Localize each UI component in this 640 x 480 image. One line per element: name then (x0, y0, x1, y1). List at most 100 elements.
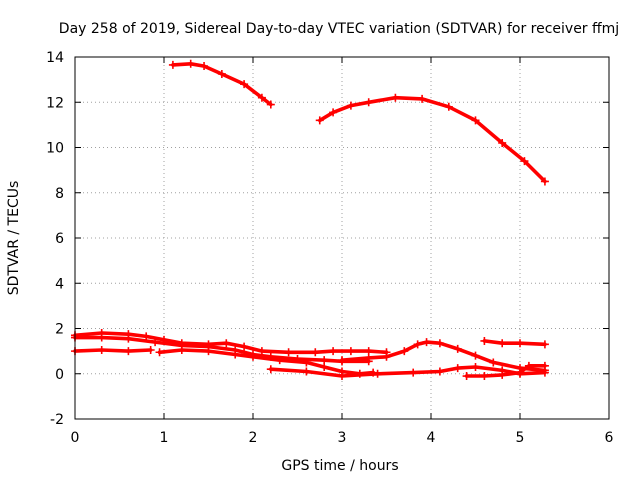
data-point (311, 348, 320, 357)
data-point (177, 345, 186, 354)
x-tick-label: 0 (71, 430, 80, 446)
data-point (240, 80, 249, 89)
data-point (97, 345, 106, 354)
x-tick-label: 4 (427, 430, 436, 446)
data-point (422, 338, 431, 347)
series-line (482, 339, 547, 347)
data-point (151, 338, 160, 347)
data-point (489, 358, 498, 367)
data-point (364, 353, 373, 362)
series-line (340, 340, 547, 373)
data-point (329, 108, 338, 117)
data-point (498, 339, 507, 348)
x-tick-label: 1 (160, 430, 169, 446)
data-point (520, 157, 529, 166)
y-tick-label: 6 (55, 231, 64, 247)
data-point (382, 352, 391, 361)
series-track-6 (155, 345, 378, 378)
data-point (124, 347, 133, 356)
data-point (540, 177, 549, 186)
data-point (435, 367, 444, 376)
data-point (364, 347, 373, 356)
y-tick-label: -2 (50, 412, 64, 428)
data-point (320, 356, 329, 365)
series-track-2 (315, 93, 549, 186)
data-point (516, 368, 524, 377)
grid-lines (75, 57, 609, 419)
data-point (471, 116, 480, 125)
data-point (471, 351, 480, 360)
data-point (329, 347, 338, 356)
data-point (266, 100, 275, 109)
data-point (266, 365, 275, 374)
data-point (217, 69, 226, 78)
data-point (540, 361, 549, 370)
data-point (231, 350, 240, 359)
data-point (418, 94, 427, 103)
data-point (302, 367, 311, 376)
data-point (453, 364, 462, 373)
data-series (71, 59, 549, 381)
x-tick-label: 5 (516, 430, 525, 446)
series-line (171, 61, 273, 107)
data-point (302, 358, 311, 367)
y-tick-label: 2 (55, 322, 64, 338)
data-point (409, 368, 418, 377)
data-point (346, 101, 355, 110)
data-point (346, 347, 355, 356)
data-point (391, 93, 400, 102)
series-line (73, 331, 389, 355)
data-point (516, 339, 524, 348)
data-point (413, 340, 422, 349)
y-tick-label: 8 (55, 186, 64, 202)
data-point (320, 362, 329, 371)
chart-title: Day 258 of 2019, Sidereal Day-to-day VTE… (59, 21, 619, 37)
data-point (222, 339, 231, 348)
x-tick-label: 3 (338, 430, 347, 446)
data-point (462, 372, 471, 381)
x-axis-label: GPS time / hours (281, 458, 398, 474)
data-point (471, 362, 480, 371)
data-point (200, 62, 209, 71)
x-tick-label: 6 (605, 430, 614, 446)
data-point (338, 356, 346, 365)
data-point (524, 361, 533, 370)
data-point (498, 138, 507, 147)
data-point (284, 348, 293, 357)
series-track-1 (168, 59, 275, 109)
x-tick-label: 2 (249, 430, 258, 446)
data-point (480, 372, 489, 381)
data-point (315, 116, 324, 125)
data-point (97, 333, 106, 342)
series-line (317, 95, 547, 184)
data-point (155, 348, 164, 357)
data-point (240, 342, 249, 351)
data-point (373, 369, 382, 378)
data-point (444, 102, 453, 111)
data-point (142, 332, 151, 341)
y-tick-label: 10 (46, 141, 64, 157)
data-point (364, 98, 373, 107)
data-point (204, 347, 213, 356)
data-point (453, 344, 462, 353)
y-tick-label: 0 (55, 367, 64, 383)
y-tick-label: 12 (46, 95, 64, 111)
data-point (186, 59, 195, 68)
axis-ticks (74, 56, 610, 420)
data-point (480, 336, 489, 345)
data-point (540, 368, 549, 377)
data-point (146, 345, 155, 354)
data-point (338, 372, 346, 381)
series-track-5 (71, 345, 155, 356)
series-track-9 (462, 361, 549, 381)
y-tick-label: 4 (55, 276, 64, 292)
series-track-10 (480, 336, 549, 349)
data-point (257, 347, 266, 356)
data-point (400, 347, 409, 356)
y-axis-label: SDTVAR / TECUs (6, 181, 22, 296)
data-point (124, 334, 133, 343)
y-tick-label: 14 (46, 50, 64, 66)
data-point (257, 93, 266, 102)
